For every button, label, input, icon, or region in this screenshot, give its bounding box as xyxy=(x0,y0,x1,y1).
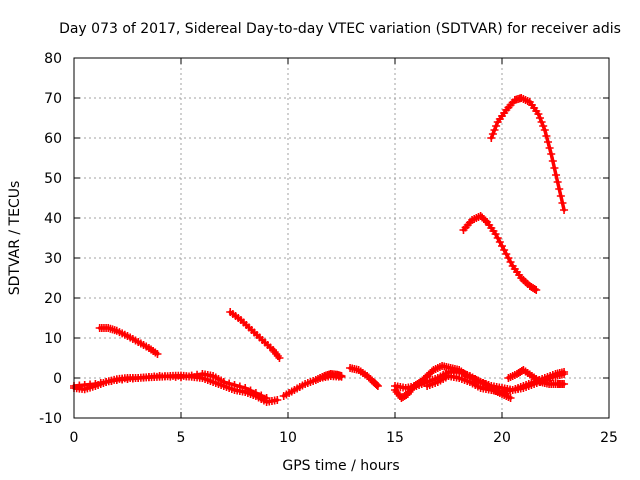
data-point xyxy=(534,110,543,118)
data-point xyxy=(373,382,382,390)
y-tick-label: 0 xyxy=(53,371,62,387)
data-point xyxy=(273,396,282,404)
data-point xyxy=(153,350,162,358)
y-tick-label: 70 xyxy=(44,91,62,107)
data-point xyxy=(91,380,100,388)
data-point-marker xyxy=(102,378,111,386)
y-tick-label: 40 xyxy=(44,211,62,227)
data-point xyxy=(337,372,346,381)
data-point-marker xyxy=(548,157,557,165)
x-tick-label: 5 xyxy=(177,430,186,446)
data-point-marker xyxy=(555,185,564,193)
data-point xyxy=(275,354,284,362)
data-point xyxy=(241,384,250,392)
data-point xyxy=(219,378,228,386)
data-point-marker xyxy=(539,122,548,130)
x-tick-label: 15 xyxy=(386,430,404,446)
data-point-marker xyxy=(481,216,490,225)
data-point xyxy=(553,178,562,186)
y-axis-label: SDTVAR / TECUs xyxy=(7,181,23,296)
x-tick-label: 0 xyxy=(70,430,79,446)
data-point-marker xyxy=(372,381,381,389)
data-point-marker xyxy=(257,391,266,400)
series-arc-7 xyxy=(346,364,382,390)
x-tick-label: 10 xyxy=(279,430,297,446)
plot-frame xyxy=(73,57,610,419)
data-point xyxy=(487,134,496,142)
x-tick-label: 25 xyxy=(600,430,618,446)
x-axis-label: GPS time / hours xyxy=(282,458,399,474)
data-point-marker xyxy=(107,377,116,385)
data-point-marker xyxy=(225,379,234,388)
data-point-marker xyxy=(187,371,196,380)
data-point xyxy=(540,126,549,134)
data-point-marker xyxy=(230,381,239,389)
grid-lines xyxy=(74,58,609,418)
data-point-marker xyxy=(251,389,260,397)
data-point-marker xyxy=(535,114,544,122)
y-tick-label: 50 xyxy=(44,171,62,187)
data-point-marker xyxy=(550,164,559,172)
data-point-marker xyxy=(530,285,539,293)
series-arc-3 xyxy=(70,370,271,402)
data-point-marker xyxy=(542,132,551,140)
y-tick-label: 80 xyxy=(44,51,62,67)
data-point-marker xyxy=(492,122,501,130)
chart-title: Day 073 of 2017, Sidereal Day-to-day VTE… xyxy=(59,21,621,37)
series-arc-13 xyxy=(487,94,569,214)
data-point-marker xyxy=(246,386,255,395)
data-point-marker xyxy=(556,192,565,200)
data-point-marker xyxy=(552,171,561,179)
y-tick-label: 20 xyxy=(44,291,62,307)
y-tick-label: 10 xyxy=(44,331,62,347)
y-tick-label: -10 xyxy=(39,411,62,427)
data-point-marker xyxy=(235,382,244,391)
data-point xyxy=(560,206,569,214)
series-arc-2 xyxy=(95,324,162,358)
data-point-marker xyxy=(558,199,567,207)
y-tick-label: 30 xyxy=(44,251,62,267)
series-arc-11 xyxy=(504,366,569,388)
series-arc-12 xyxy=(459,212,541,294)
data-point xyxy=(560,368,569,376)
data-point xyxy=(532,286,541,294)
series-arc-8 xyxy=(391,362,515,402)
x-tick-label: 20 xyxy=(493,430,511,446)
series-arc-6 xyxy=(316,372,346,382)
data-point-marker xyxy=(544,138,553,146)
data-point xyxy=(560,380,569,388)
data-point xyxy=(506,394,515,402)
series-arc-4 xyxy=(226,308,284,362)
x-axis-ticks: 0 5 10 15 20 25 xyxy=(70,58,618,446)
data-point-marker xyxy=(545,144,554,152)
y-tick-label: 60 xyxy=(44,131,62,147)
data-point xyxy=(262,394,271,402)
data-point-marker xyxy=(490,126,499,134)
data-series xyxy=(70,94,569,406)
data-point xyxy=(547,150,556,158)
data-point-marker xyxy=(96,379,105,387)
data-point xyxy=(177,373,185,382)
y-axis-ticks: -10 0 10 20 30 40 50 60 70 80 xyxy=(39,51,609,427)
data-point-marker xyxy=(537,118,546,126)
data-point-marker xyxy=(488,130,497,138)
